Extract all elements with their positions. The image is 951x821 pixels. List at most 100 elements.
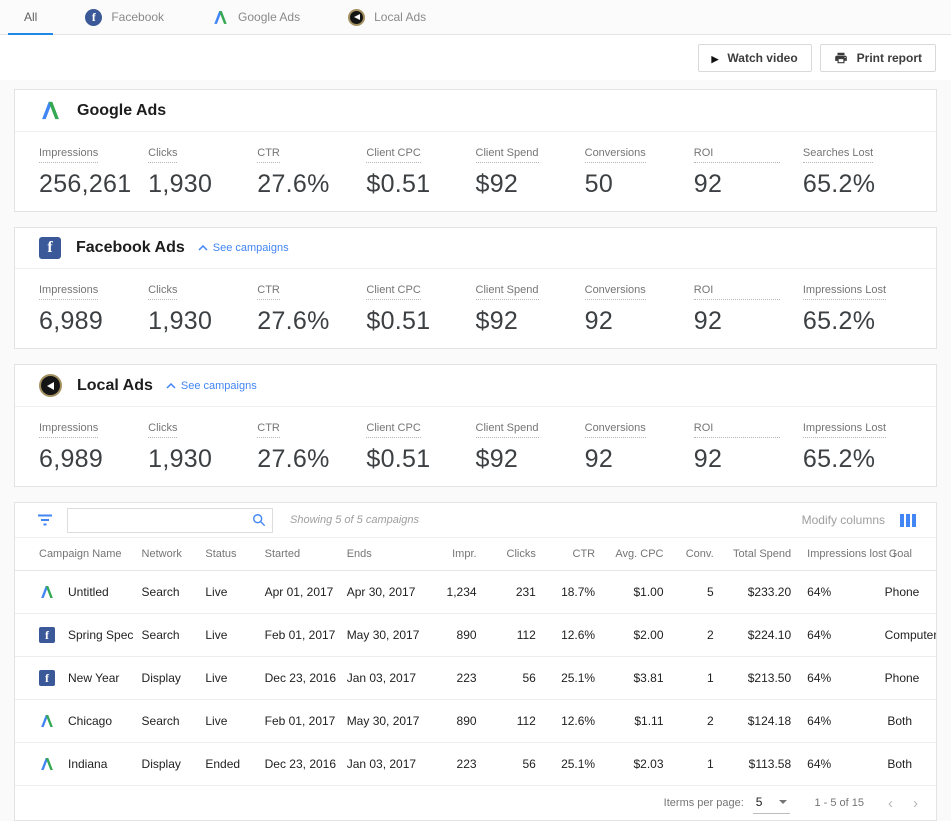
- metric-roi: ROI 92: [693, 143, 803, 199]
- printer-icon: [834, 51, 848, 65]
- metric-value: 92: [584, 445, 614, 473]
- watch-video-button[interactable]: Watch video: [697, 43, 812, 72]
- metric-label[interactable]: Client CPC: [366, 422, 421, 438]
- metric-label[interactable]: Clicks: [148, 422, 178, 438]
- facebook-icon: [39, 237, 61, 259]
- search-button[interactable]: [245, 509, 272, 532]
- dropdown-caret-icon: [779, 799, 788, 804]
- local-ads-icon: [348, 8, 366, 26]
- column-impr[interactable]: Impr.: [425, 538, 485, 571]
- metric-label[interactable]: Conversions: [584, 422, 646, 438]
- column-conv[interactable]: Conv.: [671, 538, 722, 571]
- metric-client-cpc: Client CPC $0.51: [366, 418, 475, 474]
- column-ctr[interactable]: CTR: [543, 538, 604, 571]
- cell-impressions-lost: 64%: [799, 656, 877, 700]
- column-status[interactable]: Status: [197, 538, 257, 571]
- campaigns-table: Campaign Name Network Status Started End…: [15, 538, 936, 786]
- metric-label[interactable]: Impressions Lost: [802, 284, 887, 300]
- column-goal[interactable]: Goal: [876, 538, 936, 571]
- facebook-icon: [39, 627, 55, 643]
- metric-impressions: Impressions 256,261: [39, 143, 148, 199]
- tab-local-ads[interactable]: Local Ads: [332, 0, 442, 34]
- tab-all[interactable]: All: [8, 0, 54, 35]
- filter-button[interactable]: [31, 506, 59, 534]
- column-started[interactable]: Started: [256, 538, 339, 571]
- see-campaigns-label: See campaigns: [212, 242, 289, 254]
- metric-label[interactable]: Client Spend: [475, 147, 539, 163]
- see-campaigns-link[interactable]: See campaigns: [166, 380, 257, 392]
- table-row[interactable]: Chicago Search Live Feb 01, 2017 May 30,…: [15, 699, 936, 743]
- cell-impr: 890: [425, 613, 485, 657]
- metric-label[interactable]: ROI: [693, 422, 780, 438]
- cell-clicks: 56: [484, 656, 544, 700]
- metric-label[interactable]: Searches Lost: [802, 147, 874, 163]
- metric-value: $0.51: [366, 170, 431, 198]
- metric-impressions: Impressions 6,989: [39, 280, 148, 336]
- metric-label[interactable]: Impressions: [39, 147, 99, 163]
- google-ads-icon: [39, 756, 55, 772]
- cell-impressions-lost: 64%: [799, 570, 877, 614]
- cell-conv: 2: [671, 613, 722, 657]
- metric-label[interactable]: Impressions: [39, 284, 99, 300]
- metric-label[interactable]: ROI: [693, 284, 780, 300]
- metric-label[interactable]: Clicks: [148, 284, 178, 300]
- column-total-spend[interactable]: Total Spend: [721, 538, 800, 571]
- metric-label[interactable]: Client CPC: [366, 284, 421, 300]
- table-row[interactable]: Untitled Search Live Apr 01, 2017 Apr 30…: [15, 570, 936, 614]
- items-per-page-value: 5: [755, 794, 763, 809]
- cell-started: Apr 01, 2017: [256, 570, 339, 614]
- section-title: Google Ads: [77, 101, 167, 119]
- cell-total-spend: $213.50: [721, 656, 800, 700]
- metric-label[interactable]: Client Spend: [475, 422, 539, 438]
- cell-impr: 223: [425, 656, 485, 700]
- modify-columns-button[interactable]: Modify columns: [802, 513, 924, 527]
- cell-goal: Phone: [876, 570, 936, 614]
- google-ads-icon: [212, 9, 229, 26]
- next-page-button[interactable]: [913, 796, 918, 811]
- metric-label[interactable]: CTR: [257, 284, 280, 300]
- column-avg-cpc[interactable]: Avg. CPC: [603, 538, 672, 571]
- column-ends[interactable]: Ends: [338, 538, 426, 571]
- column-clicks[interactable]: Clicks: [484, 538, 544, 571]
- cell-avg-cpc: $1.11: [603, 699, 672, 743]
- search-input[interactable]: [68, 513, 245, 527]
- metric-label[interactable]: Client Spend: [475, 284, 539, 300]
- metric-label[interactable]: Impressions Lost: [802, 422, 887, 438]
- showing-count: Showing 5 of 5 campaigns: [290, 514, 420, 526]
- cell-network: Display: [133, 742, 198, 786]
- cell-conv: 1: [671, 656, 722, 700]
- column-network[interactable]: Network: [133, 538, 198, 571]
- cell-total-spend: $233.20: [721, 570, 800, 614]
- cell-conv: 5: [671, 570, 722, 614]
- metric-impressions-lost: Impressions Lost 65.2%: [802, 280, 912, 336]
- table-row[interactable]: Spring Special Search Live Feb 01, 2017 …: [15, 613, 936, 657]
- cell-ends: Jan 03, 2017: [338, 656, 426, 700]
- table-row[interactable]: Indiana Display Ended Dec 23, 2016 Jan 0…: [15, 742, 936, 786]
- cell-started: Dec 23, 2016: [256, 656, 339, 700]
- tab-facebook[interactable]: Facebook: [69, 0, 180, 34]
- items-per-page-select[interactable]: 5: [752, 793, 791, 814]
- print-report-button[interactable]: Print report: [819, 43, 936, 72]
- metric-client-spend: Client Spend $92: [475, 280, 585, 336]
- metric-label[interactable]: Client CPC: [366, 147, 421, 163]
- table-row[interactable]: New Year Display Live Dec 23, 2016 Jan 0…: [15, 656, 936, 700]
- metric-label[interactable]: CTR: [257, 147, 280, 163]
- metric-label[interactable]: Conversions: [584, 147, 646, 163]
- see-campaigns-link[interactable]: See campaigns: [198, 242, 289, 254]
- section-title: Local Ads: [77, 376, 153, 394]
- previous-page-button[interactable]: [888, 796, 893, 811]
- metric-label[interactable]: CTR: [257, 422, 280, 438]
- metric-label[interactable]: Conversions: [584, 284, 646, 300]
- tab-google-ads[interactable]: Google Ads: [196, 0, 316, 34]
- column-campaign-name[interactable]: Campaign Name: [15, 538, 134, 571]
- metric-label[interactable]: ROI: [693, 147, 780, 163]
- tab-all-label: All: [24, 10, 38, 24]
- metric-label[interactable]: Impressions: [39, 422, 99, 438]
- metric-label[interactable]: Clicks: [148, 147, 178, 163]
- cell-impr: 223: [425, 742, 485, 786]
- metric-conversions: Conversions 92: [584, 418, 694, 474]
- cell-ends: Apr 30, 2017: [338, 570, 426, 614]
- see-campaigns-label: See campaigns: [180, 379, 257, 392]
- tab-local-ads-label: Local Ads: [374, 10, 427, 24]
- column-impressions-lost[interactable]: Impressions lost: [799, 538, 897, 571]
